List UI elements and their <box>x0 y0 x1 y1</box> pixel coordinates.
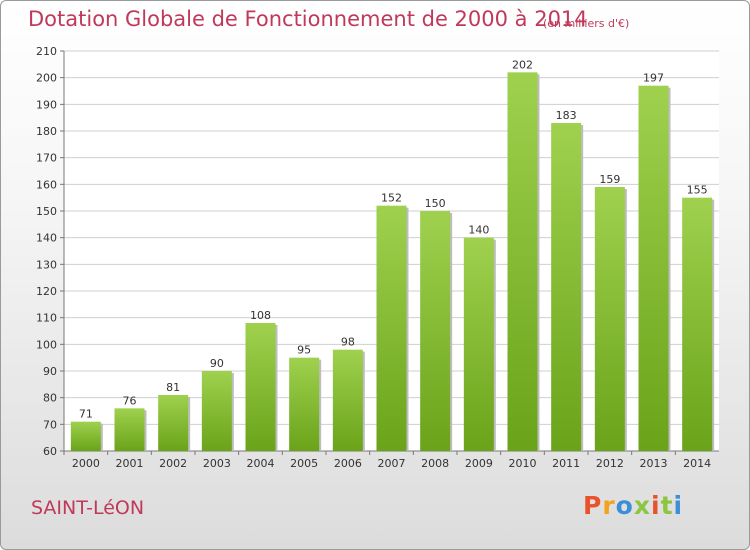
logo-letter: x <box>633 491 651 520</box>
y-tick-label: 110 <box>36 312 57 325</box>
data-label: 71 <box>79 408 93 421</box>
x-tick-label: 2006 <box>334 457 362 470</box>
y-tick-label: 200 <box>36 72 57 85</box>
x-tick-label: 2003 <box>203 457 231 470</box>
data-label: 159 <box>599 173 620 186</box>
y-tick-label: 190 <box>36 98 57 111</box>
x-tick-label: 2010 <box>509 457 537 470</box>
data-label: 98 <box>341 336 355 349</box>
data-label: 81 <box>166 381 180 394</box>
y-tick-label: 80 <box>43 392 57 405</box>
bar-2003 <box>201 371 232 451</box>
bar-2014 <box>682 197 713 451</box>
x-tick-label: 2007 <box>378 457 406 470</box>
bar-2007 <box>376 205 407 451</box>
y-tick-label: 100 <box>36 338 57 351</box>
y-tick-label: 90 <box>43 365 57 378</box>
y-tick-label: 150 <box>36 205 57 218</box>
y-tick-label: 60 <box>43 445 57 458</box>
bar-2010 <box>507 72 538 451</box>
data-label: 183 <box>556 109 577 122</box>
x-tick-label: 2009 <box>465 457 493 470</box>
y-tick-label: 210 <box>36 45 57 58</box>
y-tick-label: 130 <box>36 258 57 271</box>
data-label: 140 <box>468 224 489 237</box>
x-tick-label: 2004 <box>247 457 275 470</box>
data-label: 197 <box>643 72 664 85</box>
data-label: 108 <box>250 309 271 322</box>
bar-2011 <box>551 123 582 451</box>
bar-2013 <box>638 85 669 452</box>
data-label: 152 <box>381 192 402 205</box>
data-label: 95 <box>297 344 311 357</box>
bar-2002 <box>158 395 189 451</box>
x-tick-label: 2014 <box>683 457 711 470</box>
data-label: 150 <box>425 197 446 210</box>
y-tick-label: 140 <box>36 232 57 245</box>
data-label: 76 <box>123 394 137 407</box>
x-tick-label: 2000 <box>72 457 100 470</box>
y-tick-label: 160 <box>36 178 57 191</box>
x-tick-label: 2005 <box>290 457 318 470</box>
y-tick-label: 70 <box>43 418 57 431</box>
x-tick-label: 2008 <box>421 457 449 470</box>
data-label: 155 <box>687 184 708 197</box>
bar-2004 <box>245 323 276 451</box>
unit-note: (en milliers d'€) <box>543 17 630 30</box>
x-tick-label: 2011 <box>552 457 580 470</box>
x-tick-label: 2013 <box>640 457 668 470</box>
bar-2006 <box>332 349 363 451</box>
commune-name: SAINT-LéON <box>31 497 145 519</box>
y-tick-label: 170 <box>36 152 57 165</box>
bar-2005 <box>289 357 320 451</box>
logo-letter: i <box>651 491 661 520</box>
data-label: 202 <box>512 58 533 71</box>
bar-2012 <box>594 187 625 451</box>
x-tick-label: 2001 <box>116 457 144 470</box>
x-tick-label: 2002 <box>159 457 187 470</box>
y-tick-label: 180 <box>36 125 57 138</box>
logo-letter: P <box>583 491 603 520</box>
bar-2000 <box>70 421 101 451</box>
data-label: 90 <box>210 357 224 370</box>
chart-title: Dotation Globale de Fonctionnement de 20… <box>28 7 588 31</box>
logo-letter: o <box>615 491 634 520</box>
logo-letter: r <box>602 491 616 520</box>
x-tick-label: 2012 <box>596 457 624 470</box>
bar-2009 <box>463 237 494 451</box>
y-tick-label: 120 <box>36 285 57 298</box>
logo-letter: t <box>660 491 674 520</box>
bar-2008 <box>420 211 451 451</box>
logo-letter: i <box>673 491 684 520</box>
proxiti-logo: Proxiti <box>583 491 683 520</box>
bar-2001 <box>114 408 145 451</box>
